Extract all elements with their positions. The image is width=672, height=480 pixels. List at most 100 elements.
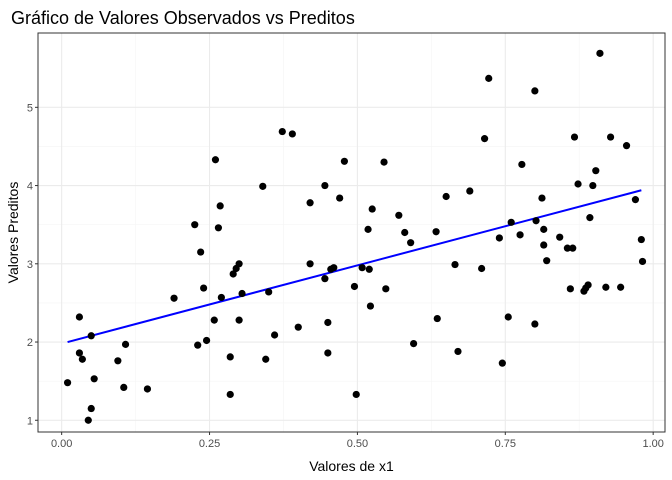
data-point xyxy=(498,359,506,367)
data-point xyxy=(78,355,86,363)
x-axis-ticks: 0.00 0.25 0.50 0.75 1.00 xyxy=(51,432,664,450)
data-point xyxy=(352,390,360,399)
y-tick-label: 5 xyxy=(27,102,33,114)
data-point xyxy=(216,202,224,210)
data-point xyxy=(306,260,314,268)
data-point xyxy=(226,353,234,361)
data-point xyxy=(324,318,332,327)
data-point xyxy=(265,288,273,296)
data-point xyxy=(278,127,286,136)
data-point xyxy=(382,285,390,293)
data-point xyxy=(364,225,372,233)
data-point xyxy=(226,390,234,399)
data-point xyxy=(570,133,579,141)
data-point xyxy=(584,281,592,289)
data-point xyxy=(454,347,462,356)
data-point xyxy=(114,357,122,365)
data-point xyxy=(87,332,95,340)
data-point xyxy=(638,257,647,266)
data-point xyxy=(217,293,225,302)
x-tick-label: 0.00 xyxy=(51,438,72,450)
data-point xyxy=(271,331,279,339)
x-tick-label: 0.75 xyxy=(495,438,516,450)
x-tick-label: 1.00 xyxy=(642,438,663,450)
data-point xyxy=(210,316,218,324)
data-point xyxy=(531,320,539,328)
data-point xyxy=(120,383,128,392)
data-point xyxy=(336,194,344,202)
data-point xyxy=(288,130,296,138)
data-point xyxy=(262,355,270,363)
y-tick-label: 1 xyxy=(27,415,33,427)
data-point xyxy=(324,349,332,357)
data-point xyxy=(235,316,243,324)
data-point xyxy=(294,323,302,331)
data-point xyxy=(63,379,72,387)
data-point xyxy=(631,196,640,204)
data-point xyxy=(466,187,474,195)
data-point xyxy=(143,385,152,393)
data-point xyxy=(191,221,199,229)
data-point xyxy=(368,205,376,213)
data-point xyxy=(531,87,539,95)
data-point xyxy=(410,339,418,348)
y-tick-label: 4 xyxy=(27,181,33,193)
data-point xyxy=(330,264,338,272)
data-point xyxy=(589,181,597,190)
data-point xyxy=(235,260,243,268)
data-point xyxy=(478,264,486,273)
data-point xyxy=(532,217,540,225)
data-point xyxy=(211,156,220,164)
data-point xyxy=(87,404,95,413)
y-axis-ticks: 1 2 3 4 5 xyxy=(27,102,38,427)
data-point xyxy=(516,231,524,239)
data-point xyxy=(592,167,600,175)
data-point xyxy=(617,283,625,291)
data-point xyxy=(214,224,223,232)
minor-gridlines xyxy=(38,33,665,432)
data-point xyxy=(380,158,388,166)
data-point xyxy=(321,275,329,283)
data-point xyxy=(543,257,551,265)
data-point xyxy=(637,235,645,244)
data-point xyxy=(507,218,515,226)
fit-line-layer xyxy=(67,189,642,343)
data-point xyxy=(121,340,130,348)
data-point xyxy=(90,375,98,383)
data-point xyxy=(563,244,572,252)
data-point xyxy=(566,285,574,293)
panel-border xyxy=(37,32,666,433)
data-point xyxy=(495,234,503,242)
data-point xyxy=(574,180,582,188)
y-tick-label: 3 xyxy=(27,259,33,271)
data-point xyxy=(75,313,84,321)
y-axis-label: Valores Preditos xyxy=(5,182,21,284)
data-point xyxy=(75,349,84,357)
data-point xyxy=(540,241,548,249)
data-point xyxy=(480,135,489,143)
data-point xyxy=(556,233,564,241)
x-axis-label: Valores de x1 xyxy=(309,458,394,474)
fit-line xyxy=(67,189,642,343)
data-point xyxy=(540,225,548,233)
points-layer xyxy=(63,49,647,424)
x-tick-label: 0.50 xyxy=(347,438,368,450)
data-point xyxy=(259,182,267,190)
data-point xyxy=(202,336,211,345)
data-point xyxy=(504,313,512,321)
data-point xyxy=(432,228,440,236)
data-point xyxy=(596,49,604,57)
data-point xyxy=(200,284,208,292)
data-point xyxy=(358,264,366,272)
data-point xyxy=(451,260,459,269)
data-point xyxy=(538,194,546,202)
data-point xyxy=(366,302,375,310)
x-tick-label: 0.25 xyxy=(199,438,220,450)
data-point xyxy=(586,214,594,222)
data-point xyxy=(569,244,577,252)
data-point xyxy=(340,157,349,165)
data-point xyxy=(84,416,92,424)
data-point xyxy=(606,133,615,141)
data-point xyxy=(321,181,329,190)
